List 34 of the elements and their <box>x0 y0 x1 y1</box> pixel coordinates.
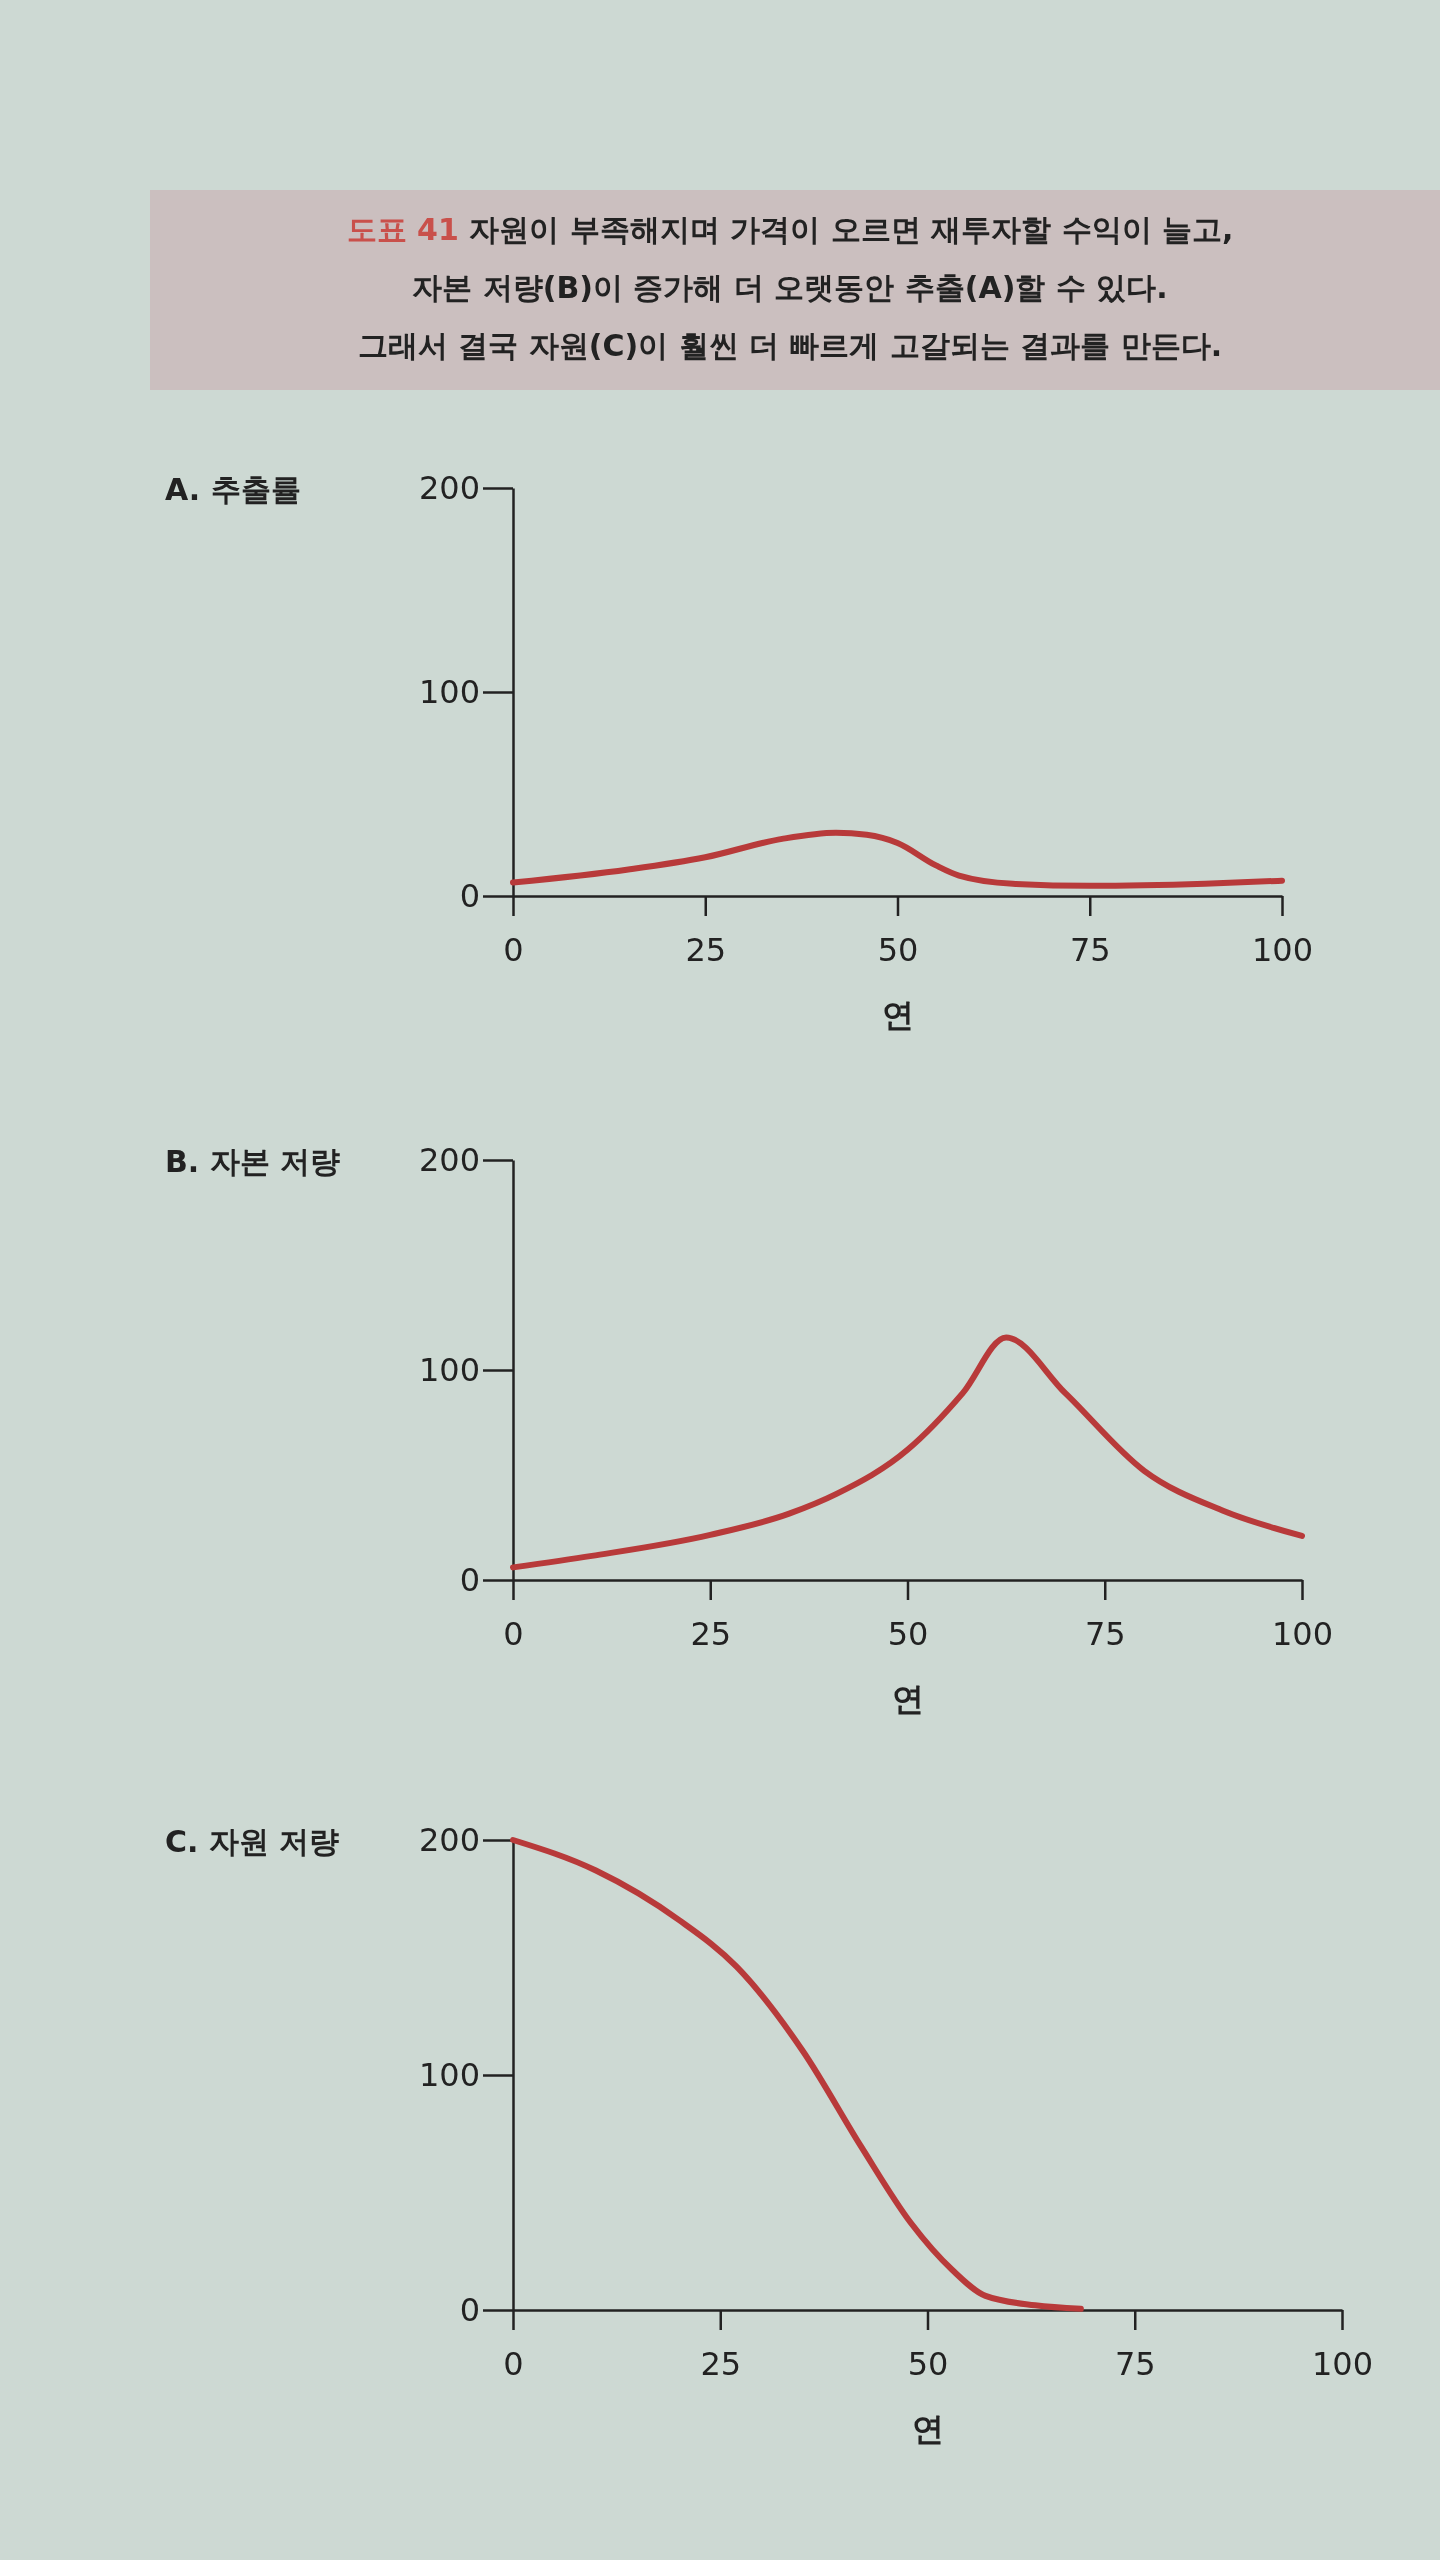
x-tick-label: 100 <box>1251 930 1314 969</box>
text: C. 자원 저량 <box>165 1824 340 1859</box>
x-tick-label: 100 <box>1271 1614 1334 1653</box>
x-tick-label: 25 <box>690 1614 732 1653</box>
x-tick-label: 50 <box>887 1614 929 1653</box>
x-axis-title: 연 <box>881 996 914 1034</box>
y-tick-label: 100 <box>418 672 480 711</box>
x-tick-label: 75 <box>1084 1614 1126 1653</box>
x-tick-label: 25 <box>700 2344 742 2383</box>
x-tick-label: 75 <box>1114 2344 1156 2383</box>
x-tick-label: 50 <box>877 930 919 969</box>
x-axis-title: 연 <box>891 1680 924 1718</box>
y-tick-label: 0 <box>459 1560 480 1599</box>
y-tick-label: 100 <box>418 2055 480 2094</box>
x-tick-label: 75 <box>1069 930 1111 969</box>
x-axis-title: 연 <box>911 2410 944 2448</box>
y-tick-label: 200 <box>418 1140 480 1179</box>
text: B. 자본 저량 <box>165 1144 341 1179</box>
y-tick-label: 100 <box>418 1350 480 1389</box>
x-tick-label: 25 <box>685 930 727 969</box>
y-tick-label: 200 <box>418 468 480 507</box>
text: 그래서 결국 자원(C)이 훨씬 더 빠르게 고갈되는 결과를 만든다. <box>357 328 1223 363</box>
text: 자본 저량(B)이 증가해 더 오랫동안 추출(A)할 수 있다. <box>412 270 1168 305</box>
x-tick-label: 0 <box>503 1614 524 1653</box>
x-tick-label: 0 <box>503 2344 524 2383</box>
y-tick-label: 0 <box>459 876 480 915</box>
text: 도표 41 <box>346 212 470 247</box>
y-tick-label: 200 <box>418 1820 480 1859</box>
text: 자원이 부족해지며 가격이 오르면 재투자할 수익이 늘고, <box>469 212 1234 247</box>
text: A. 추출률 <box>165 472 301 507</box>
x-tick-label: 100 <box>1311 2344 1374 2383</box>
x-tick-label: 50 <box>907 2344 949 2383</box>
y-tick-label: 0 <box>459 2290 480 2329</box>
x-tick-label: 0 <box>503 930 524 969</box>
